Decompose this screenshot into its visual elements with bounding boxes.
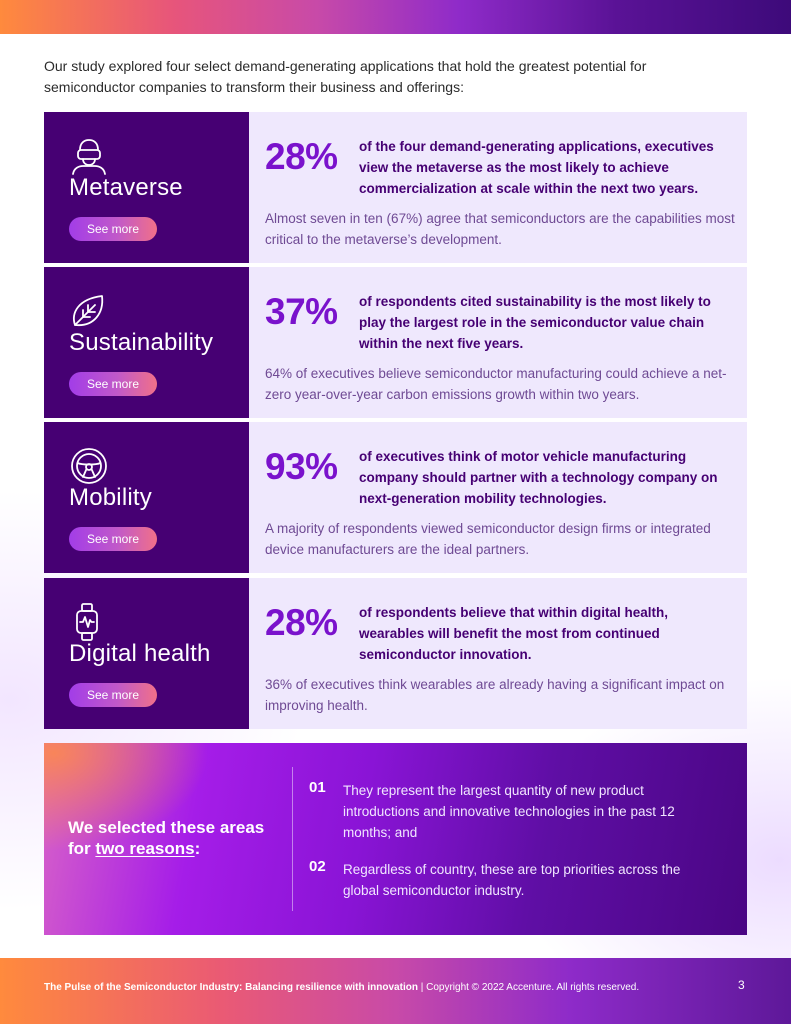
- top-gradient-bar: [0, 0, 791, 34]
- stat-percentage: 28%: [265, 136, 338, 177]
- stat-percentage: 37%: [265, 291, 338, 332]
- application-label-panel: Mobility See more: [44, 422, 249, 573]
- stat-headline: of executives think of motor vehicle man…: [359, 449, 718, 506]
- vertical-divider: [292, 767, 293, 911]
- application-stat-panel: 93% of executives think of motor vehicle…: [249, 422, 747, 573]
- application-stat-panel: 28% of respondents believe that within d…: [249, 578, 747, 729]
- stat-percentage: 28%: [265, 602, 338, 643]
- leaf-icon: [68, 291, 110, 331]
- reason-item: 01 They represent the largest quantity o…: [309, 779, 709, 845]
- two-reasons-link[interactable]: two reasons: [95, 839, 195, 858]
- reasons-callout: We selected these areas for two reasons:…: [44, 743, 747, 935]
- application-row-sustainability: Sustainability See more 37% of responden…: [44, 267, 747, 418]
- application-name: Metaverse: [69, 174, 183, 201]
- see-more-button[interactable]: See more: [69, 217, 157, 241]
- stat-detail: Almost seven in ten (67%) agree that sem…: [265, 211, 735, 247]
- application-row-digital-health: Digital health See more 28% of responden…: [44, 578, 747, 729]
- application-row-metaverse: Metaverse See more 28% of the four deman…: [44, 112, 747, 263]
- stat-detail: 36% of executives think wearables are al…: [265, 677, 725, 713]
- application-name: Sustainability: [69, 329, 214, 356]
- application-row-mobility: Mobility See more 93% of executives thin…: [44, 422, 747, 573]
- stat-percentage: 93%: [265, 446, 338, 487]
- application-stat-panel: 28% of the four demand-generating applic…: [249, 112, 747, 263]
- application-label-panel: Digital health See more: [44, 578, 249, 729]
- vr-headset-person-icon: [68, 136, 110, 176]
- stat-headline: of the four demand-generating applicatio…: [359, 139, 714, 196]
- reason-number: 01: [309, 779, 326, 796]
- report-title: The Pulse of the Semiconductor Industry:…: [44, 982, 418, 993]
- see-more-button[interactable]: See more: [69, 683, 157, 707]
- copyright-text: | Copyright © 2022 Accenture. All rights…: [417, 982, 640, 993]
- stat-headline: of respondents cited sustainability is t…: [359, 294, 711, 351]
- application-name: Digital health: [69, 640, 211, 667]
- reason-text: They represent the largest quantity of n…: [343, 783, 675, 840]
- steering-wheel-icon: [68, 446, 110, 486]
- stat-headline: of respondents believe that within digit…: [359, 605, 669, 662]
- footer-bar: The Pulse of the Semiconductor Industry:…: [0, 958, 791, 1024]
- intro-text: Our study explored four select demand-ge…: [44, 58, 647, 95]
- smartwatch-heartbeat-icon: [68, 602, 110, 642]
- reasons-title-text: We selected these areas for: [68, 818, 265, 858]
- application-name: Mobility: [69, 484, 152, 511]
- page-number: 3: [738, 978, 745, 992]
- application-label-panel: Metaverse See more: [44, 112, 249, 263]
- footer-text: The Pulse of the Semiconductor Industry:…: [44, 982, 724, 993]
- see-more-button[interactable]: See more: [69, 372, 157, 396]
- reasons-title: We selected these areas for two reasons:: [68, 817, 288, 859]
- see-more-button[interactable]: See more: [69, 527, 157, 551]
- stat-detail: 64% of executives believe semiconductor …: [265, 366, 727, 402]
- application-stat-panel: 37% of respondents cited sustainability …: [249, 267, 747, 418]
- reason-item: 02 Regardless of country, these are top …: [309, 858, 709, 902]
- reason-number: 02: [309, 858, 326, 875]
- reasons-title-colon: :: [194, 839, 201, 858]
- application-label-panel: Sustainability See more: [44, 267, 249, 418]
- stat-detail: A majority of respondents viewed semicon…: [265, 521, 711, 557]
- reason-text: Regardless of country, these are top pri…: [343, 862, 681, 898]
